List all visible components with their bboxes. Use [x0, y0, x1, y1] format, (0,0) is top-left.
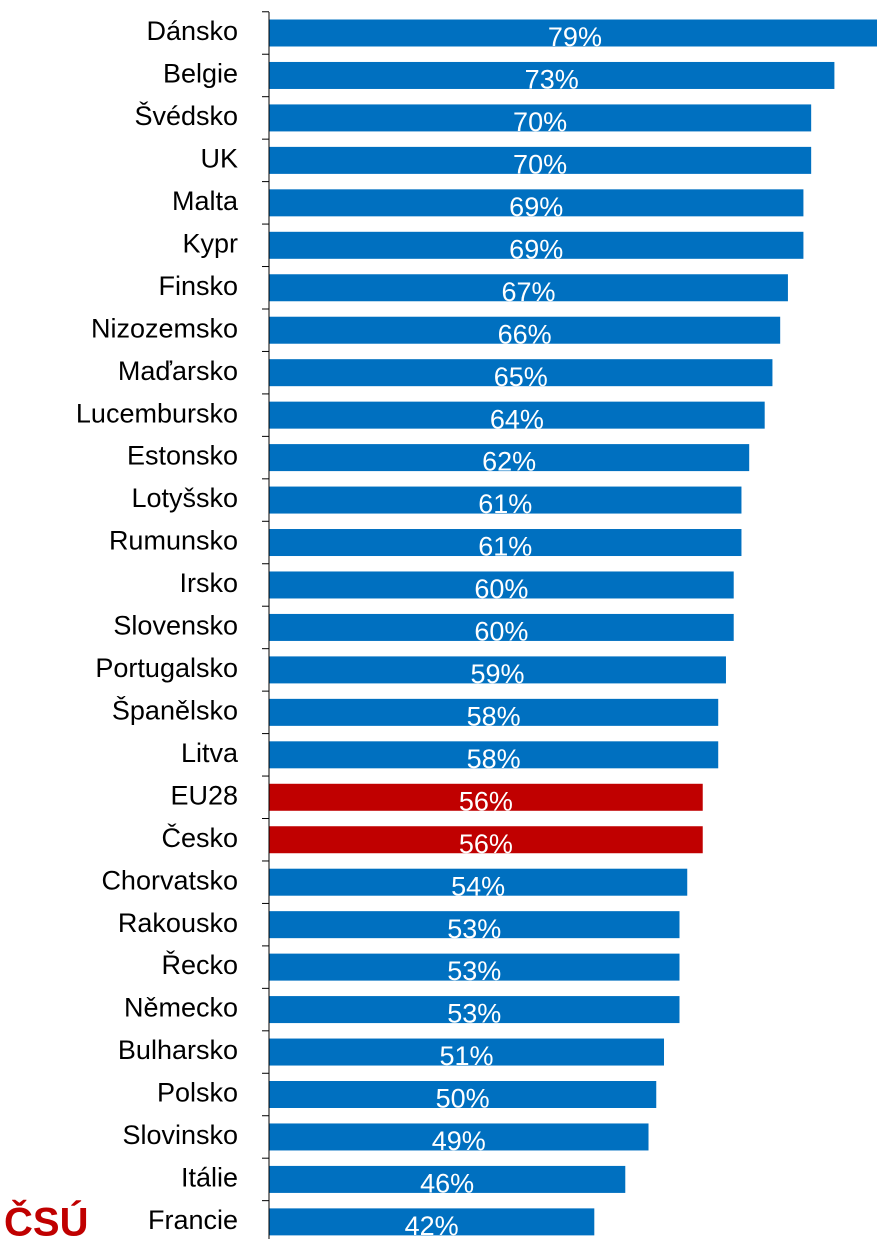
y-tick-label: Maďarsko	[118, 356, 238, 386]
value-label: 46%	[420, 1169, 474, 1199]
y-tick-label: Lucembursko	[76, 398, 238, 428]
y-tick-label: Francie	[148, 1205, 238, 1235]
bar	[269, 401, 765, 429]
bar	[269, 911, 680, 939]
y-tick-label: Bulharsko	[118, 1035, 238, 1065]
y-tick-label: Řecko	[161, 949, 238, 980]
value-label: 58%	[467, 701, 521, 731]
value-label: 64%	[490, 404, 544, 434]
value-label: 53%	[447, 956, 501, 986]
bar	[269, 783, 703, 811]
bar	[269, 698, 719, 726]
value-label: 54%	[451, 871, 505, 901]
y-tick-label: Chorvatsko	[101, 865, 238, 895]
value-label: 61%	[478, 532, 532, 562]
value-label: 60%	[474, 574, 528, 604]
y-tick-label: Estonsko	[127, 441, 238, 471]
value-label: 73%	[525, 65, 579, 95]
bar	[269, 1123, 649, 1151]
y-tick-label: UK	[200, 144, 238, 174]
value-label: 65%	[494, 362, 548, 392]
value-label: 69%	[509, 234, 563, 264]
bar	[269, 359, 773, 387]
y-tick-label: Dánsko	[146, 16, 238, 46]
y-tick-label: Lotyšsko	[131, 483, 238, 513]
value-label: 61%	[478, 489, 532, 519]
y-tick-label: Polsko	[157, 1078, 238, 1108]
bar	[269, 826, 703, 854]
value-label: 59%	[470, 659, 524, 689]
bar	[269, 571, 734, 599]
bar	[269, 1165, 626, 1193]
y-tick-label: Španělsko	[112, 694, 238, 725]
bar	[269, 189, 804, 217]
y-tick-label: Finsko	[158, 271, 238, 301]
value-label: 70%	[513, 107, 567, 137]
value-label: 67%	[501, 277, 555, 307]
y-tick-label: Švédsko	[134, 100, 238, 131]
bar	[269, 996, 680, 1024]
bar	[269, 104, 812, 132]
value-label: 51%	[439, 1041, 493, 1071]
value-label: 53%	[447, 999, 501, 1029]
value-label: 66%	[498, 319, 552, 349]
y-tick-label: Portugalsko	[95, 653, 238, 683]
bar	[269, 656, 726, 684]
value-label: 49%	[432, 1126, 486, 1156]
value-label: 42%	[405, 1211, 459, 1239]
bar	[269, 1038, 665, 1066]
bar	[269, 1208, 595, 1236]
y-tick-label: Slovensko	[113, 611, 238, 641]
value-label: 79%	[548, 22, 602, 52]
value-label: 60%	[474, 617, 528, 647]
bar	[269, 19, 877, 47]
y-tick-label: Německo	[124, 993, 238, 1023]
bar	[269, 1081, 657, 1108]
bar	[269, 529, 742, 557]
y-tick-label: Rumunsko	[109, 526, 238, 556]
value-label: 58%	[467, 744, 521, 774]
y-tick-label: Irsko	[179, 568, 238, 598]
bar	[269, 316, 781, 344]
value-label: 56%	[459, 786, 513, 816]
value-label: 50%	[436, 1084, 490, 1114]
y-tick-label: Itálie	[181, 1163, 238, 1193]
y-tick-label: Rakousko	[118, 908, 238, 938]
bar	[269, 486, 742, 514]
value-label: 62%	[482, 447, 536, 477]
y-tick-label: Litva	[181, 738, 239, 768]
bar	[269, 146, 812, 174]
bar	[269, 444, 750, 472]
y-tick-label: EU28	[170, 780, 238, 810]
y-tick-label: Malta	[172, 186, 239, 216]
value-label: 56%	[459, 829, 513, 859]
bar	[269, 953, 680, 981]
bar	[269, 868, 688, 896]
value-label: 53%	[447, 914, 501, 944]
bar	[269, 61, 835, 89]
bar	[269, 231, 804, 259]
y-tick-label: Nizozemsko	[91, 313, 238, 343]
bar	[269, 613, 734, 641]
y-tick-label: Belgie	[163, 59, 238, 89]
bar	[269, 274, 788, 302]
logo: ČSÚ	[4, 1199, 88, 1239]
value-label: 69%	[509, 192, 563, 222]
y-tick-label: Kypr	[182, 228, 238, 258]
y-tick-label: Česko	[161, 822, 238, 853]
y-tick-label: Slovinsko	[122, 1120, 238, 1150]
bar	[269, 741, 719, 769]
value-label: 70%	[513, 150, 567, 180]
